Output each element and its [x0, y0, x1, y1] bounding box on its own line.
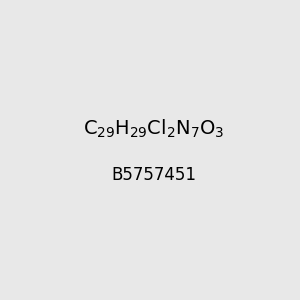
Text: C$_{29}$H$_{29}$Cl$_2$N$_7$O$_3$: C$_{29}$H$_{29}$Cl$_2$N$_7$O$_3$: [83, 117, 224, 140]
Text: B5757451: B5757451: [111, 166, 196, 184]
